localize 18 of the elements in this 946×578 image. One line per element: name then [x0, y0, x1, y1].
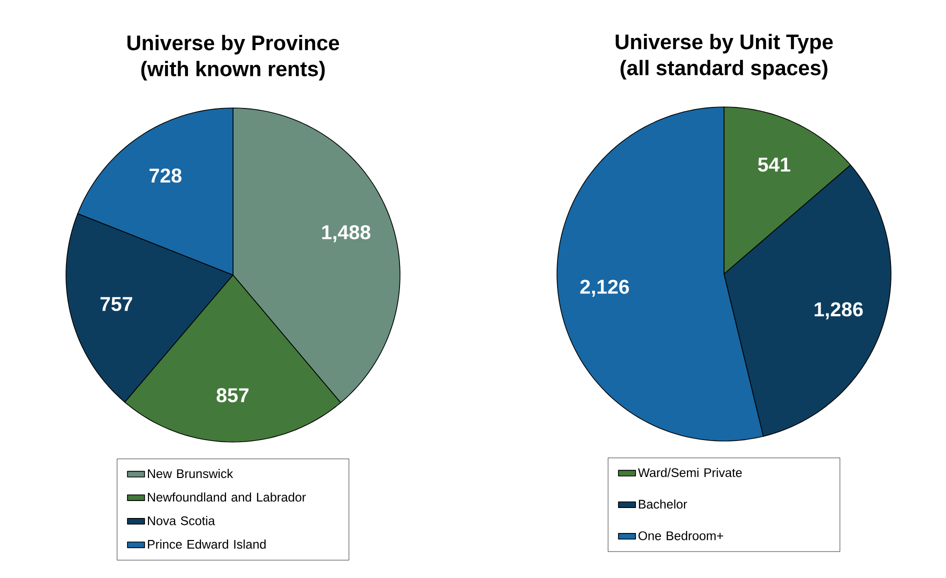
data-label: 757	[100, 297, 132, 312]
chart-title: Universe by Unit Type	[616, 34, 833, 54]
data-label: 1,286	[814, 302, 863, 320]
data-label: 2,126	[580, 280, 629, 297]
legend-label: Nova Scotia	[148, 516, 216, 526]
data-label: 1,488	[322, 225, 370, 242]
legend-label: New Brunswick	[148, 468, 234, 478]
data-label: 728	[150, 168, 182, 183]
chart-subtitle: (all standard spaces)	[620, 60, 828, 80]
legend-label: Newfoundland and Labrador	[148, 492, 306, 502]
data-label: 541	[758, 158, 790, 172]
chart-title: Universe by Province	[127, 34, 340, 54]
legend-label: Bachelor	[638, 499, 688, 509]
chart-subtitle: (with known rents)	[141, 60, 325, 80]
legend-label: Ward/Semi Private	[638, 468, 742, 478]
legend-label: One Bedroom+	[638, 531, 724, 540]
legend-label: Prince Edward Island	[148, 540, 266, 549]
data-label: 857	[216, 388, 249, 402]
